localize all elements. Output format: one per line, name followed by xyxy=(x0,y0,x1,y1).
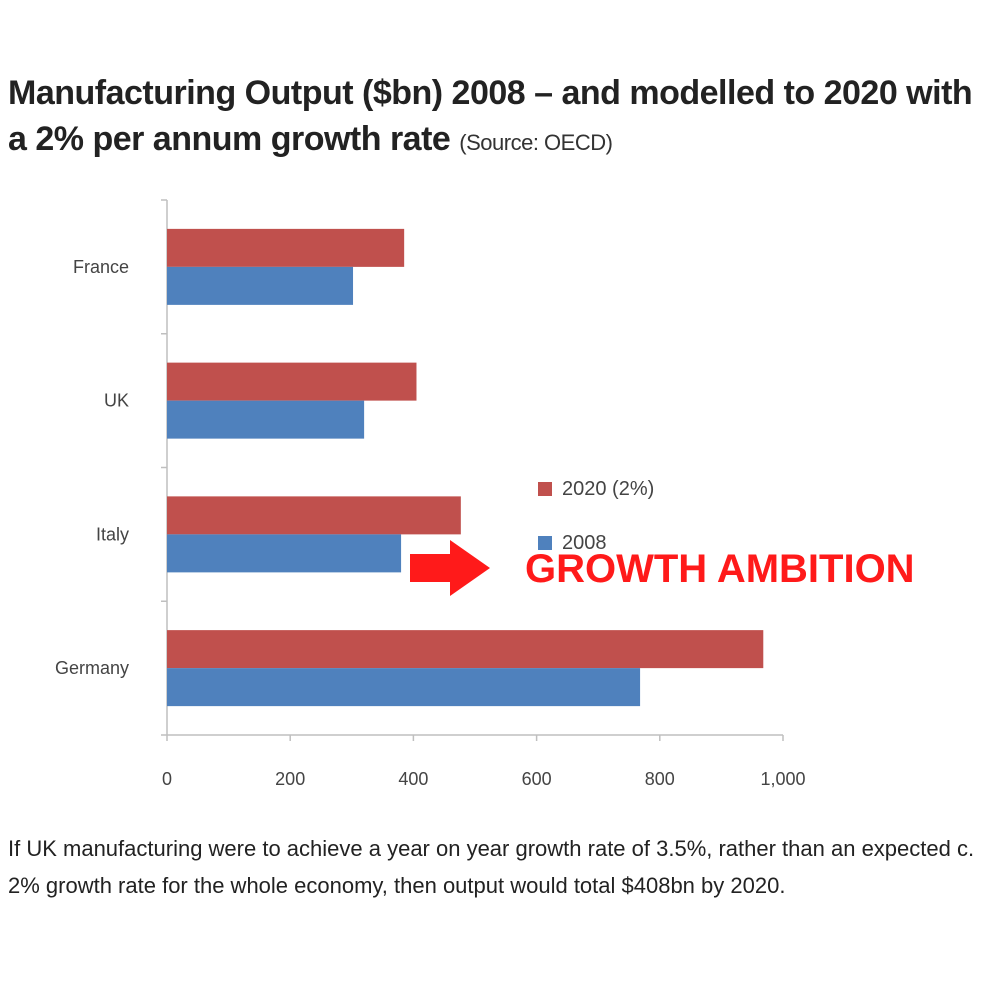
chart-title-text: Manufacturing Output ($bn) 2008 – and mo… xyxy=(8,74,973,158)
bar-italy-2020 xyxy=(167,496,461,535)
y-tick-label-italy: Italy xyxy=(96,524,129,544)
x-tick-label: 200 xyxy=(275,769,305,789)
arrow-right-icon xyxy=(410,540,490,596)
x-tick-label: 0 xyxy=(162,769,172,789)
bar-france-2008 xyxy=(167,266,354,305)
bar-france-2020 xyxy=(167,228,405,267)
chart-bars xyxy=(167,228,764,707)
bar-uk-2020 xyxy=(167,362,417,401)
x-tick-label: 1,000 xyxy=(760,769,805,789)
chart-source: (Source: OECD) xyxy=(459,130,613,155)
x-tick-label: 800 xyxy=(645,769,675,789)
chart-caption: If UK manufacturing were to achieve a ye… xyxy=(8,836,975,898)
chart-legend: 2020 (2%) 2008 xyxy=(538,478,654,554)
legend-swatch xyxy=(538,482,552,496)
legend-label: 2020 (2%) xyxy=(562,478,654,500)
bar-germany-2008 xyxy=(167,668,641,707)
chart-ticks: France UK Italy Germany 0 200 400 600 800 1,000 xyxy=(55,199,806,789)
bar-chart: France UK Italy Germany 0 200 400 600 800 1,000 2… xyxy=(55,199,915,789)
y-tick-label-germany: Germany xyxy=(55,658,129,678)
bar-germany-2020 xyxy=(167,630,764,669)
bar-italy-2008 xyxy=(167,534,402,573)
growth-ambition-label: GROWTH AMBITION xyxy=(525,547,915,591)
chart-title: Manufacturing Output ($bn) 2008 – and mo… xyxy=(8,70,998,166)
x-tick-label: 400 xyxy=(398,769,428,789)
y-tick-label-france: France xyxy=(73,257,129,277)
bar-uk-2008 xyxy=(167,400,365,439)
growth-callout: GROWTH AMBITION xyxy=(410,540,915,596)
title-block: Manufacturing Output ($bn) 2008 – and mo… xyxy=(8,70,998,166)
x-tick-label: 600 xyxy=(522,769,552,789)
y-tick-label-uk: UK xyxy=(104,391,129,411)
legend-label: 2008 xyxy=(562,532,607,554)
legend-swatch xyxy=(538,536,552,550)
